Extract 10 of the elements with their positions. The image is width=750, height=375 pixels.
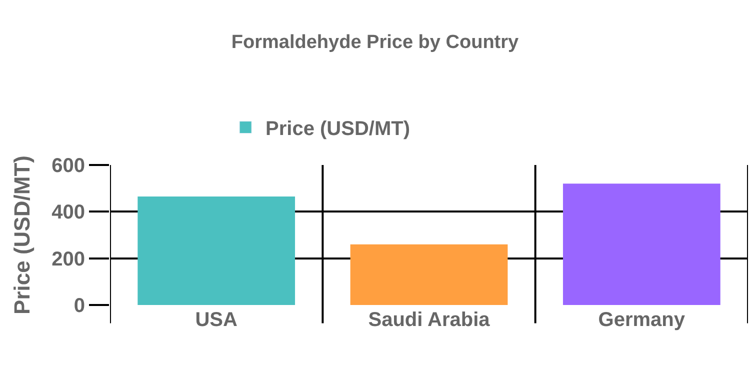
y-tick-label: 600 (52, 155, 85, 177)
y-axis-title: Price (USD/MT) (9, 156, 34, 314)
x-tick-label: Germany (598, 309, 686, 331)
y-tick-label: 200 (52, 248, 85, 270)
chart-title: Formaldehyde Price by Country (231, 32, 520, 53)
y-tick-label: 400 (52, 202, 85, 224)
legend-label: Price (USD/MT) (266, 118, 410, 140)
y-tick-label: 0 (74, 295, 85, 317)
x-tick-label: Saudi Arabia (368, 309, 491, 331)
x-tick-label: USA (195, 309, 238, 331)
